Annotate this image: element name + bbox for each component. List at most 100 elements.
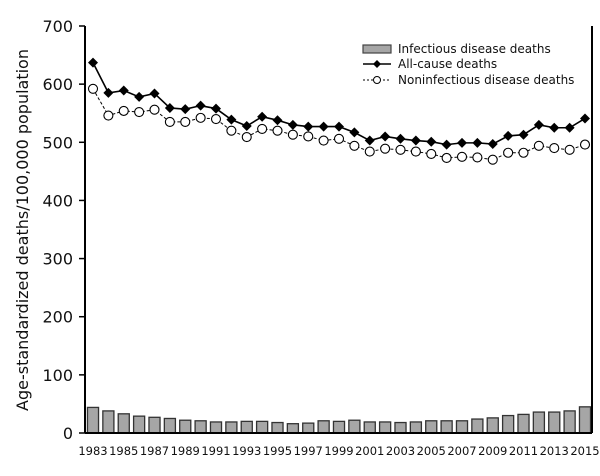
point-all-cause-2000 [349,127,360,138]
point-all-cause-2011 [518,129,529,140]
y-tick-label: 300 [42,250,73,269]
y-tick-label: 0 [63,424,73,443]
point-all-cause-1985 [118,85,129,96]
x-tick-label: 2013 [540,444,569,458]
point-all-cause-2010 [503,130,514,141]
bar-infectious-2006 [440,420,453,434]
point-all-cause-2002 [380,131,391,142]
point-noninfectious-2000 [349,140,360,151]
point-all-cause-2004 [410,135,421,146]
x-tick-label: 1987 [140,444,169,458]
point-all-cause-1987 [149,88,160,99]
point-all-cause-1986 [134,91,145,102]
point-noninfectious-2010 [503,147,514,158]
point-noninfectious-2003 [395,144,406,155]
bar-infectious-1996 [286,423,300,434]
x-tick-label: 1985 [109,444,138,458]
point-noninfectious-2008 [472,152,483,163]
bar-infectious-1993 [240,420,253,434]
bar-infectious-1998 [317,420,330,434]
legend-label-infectious: Infectious disease deaths [398,42,551,56]
point-all-cause-2009 [487,139,498,150]
point-noninfectious-2015 [579,139,591,150]
x-tick-label: 1999 [324,444,353,458]
x-tick-label: 2009 [478,444,507,458]
point-noninfectious-2001 [364,146,375,157]
bar-infectious-1991 [209,421,223,434]
bar-infectious-2004 [409,421,423,434]
bar-infectious-1989 [179,419,192,434]
legend-swatch-bar [362,44,392,54]
bar-infectious-2005 [425,420,438,434]
bars-layer [86,406,592,434]
x-tick-label: 1997 [294,444,323,458]
point-all-cause-1999 [334,121,344,132]
point-all-cause-2003 [395,133,406,144]
bar-infectious-1984 [102,410,115,434]
point-noninfectious-1997 [303,131,314,142]
x-tick-label: 2015 [570,444,599,458]
y-tick-label: 500 [42,133,73,152]
point-all-cause-2001 [364,135,375,146]
x-tick-label: 2005 [417,444,446,458]
point-all-cause-2007 [457,137,467,148]
bar-infectious-1985 [117,413,130,434]
bar-infectious-2013 [548,411,561,434]
legend-item-noninfectious: Noninfectious disease deaths [363,73,574,87]
y-axis-title: Age-standardized deaths/100,000 populati… [13,49,32,411]
bar-infectious-2014 [563,410,576,434]
legend-label-noninfectious: Noninfectious disease deaths [398,73,574,87]
point-all-cause-1983 [88,57,98,68]
y-tick-label: 400 [42,191,73,210]
point-noninfectious-1989 [180,116,191,127]
point-noninfectious-1988 [164,116,175,127]
legend-diamond-marker [373,60,381,68]
x-tick-label: 1989 [171,444,200,458]
point-all-cause-2006 [441,139,452,150]
x-tick-label: 2001 [355,444,384,458]
bar-infectious-2003 [394,421,407,434]
point-noninfectious-1984 [103,110,114,121]
point-all-cause-1984 [103,87,114,98]
legend-item-all-cause: All-cause deaths [363,57,497,71]
point-all-cause-2015 [580,113,590,124]
point-noninfectious-1995 [272,125,283,136]
x-tick-label: 1993 [232,444,261,458]
point-all-cause-1998 [318,121,329,132]
point-noninfectious-1991 [210,113,222,125]
bar-infectious-1990 [194,420,207,434]
point-all-cause-1992 [226,114,237,125]
legend-item-infectious: Infectious disease deaths [362,42,551,56]
point-all-cause-1988 [164,102,175,113]
y-tick-label: 100 [42,366,73,385]
bar-infectious-2012 [532,411,546,434]
point-all-cause-1996 [287,119,298,130]
x-ticks: 1983 1985 1987 1989 1991 1993 1995 1997 1999 2001… [78,444,599,458]
bar-infectious-1988 [163,417,177,434]
point-noninfectious-2014 [564,144,575,155]
y-tick-label: 600 [42,75,73,94]
bar-infectious-1983 [86,406,100,434]
point-noninfectious-2007 [456,151,468,162]
point-noninfectious-1998 [318,135,329,146]
point-all-cause-2005 [426,136,437,147]
point-all-cause-1990 [195,100,206,111]
x-tick-label: 2003 [386,444,415,458]
point-noninfectious-2002 [380,143,391,154]
x-tick-label: 1991 [201,444,230,458]
bar-infectious-2008 [471,418,484,434]
bar-infectious-1995 [271,421,284,434]
point-noninfectious-2013 [549,143,560,154]
bar-infectious-1986 [132,415,146,434]
point-noninfectious-2005 [426,148,437,159]
bar-infectious-1999 [332,420,346,434]
point-all-cause-2008 [472,137,483,148]
bar-infectious-2011 [517,413,530,434]
bar-infectious-1994 [255,420,269,434]
x-tick-label: 2007 [447,444,476,458]
y-tick-label: 700 [42,17,73,36]
y-ticks: 0 100 200 300 400 500 600 700 [42,17,85,443]
bar-infectious-2015 [578,406,592,434]
y-tick-label: 200 [42,308,73,327]
